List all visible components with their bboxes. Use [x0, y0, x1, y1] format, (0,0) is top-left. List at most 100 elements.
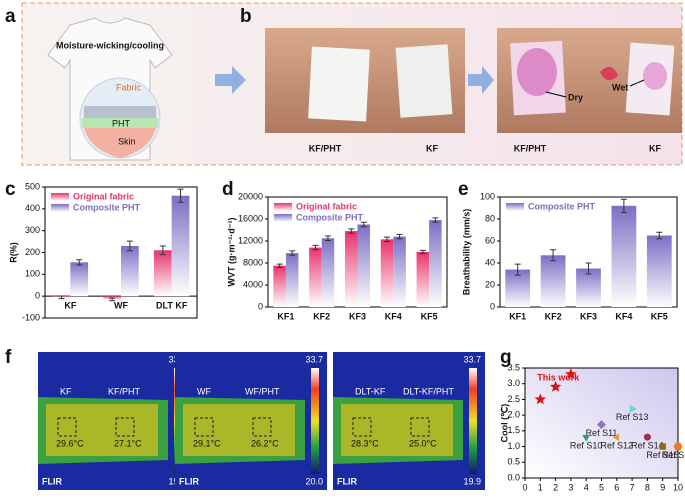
y-tick-label: 20000	[238, 191, 263, 201]
y-axis-label: Cool (℃)	[499, 404, 509, 443]
sample-label: KF/PHT	[108, 386, 141, 396]
plot-frame	[44, 186, 198, 319]
point	[612, 433, 620, 442]
x-tick-label: KF2	[313, 311, 330, 321]
x-tick-label: 7	[630, 482, 635, 492]
y-axis-label: R(%)	[8, 242, 18, 263]
error-bar	[550, 249, 557, 262]
error-bar	[656, 231, 663, 240]
bar	[309, 247, 322, 307]
photo-label: KF/PHT	[309, 143, 342, 153]
x-tick-label: 2	[553, 482, 558, 492]
y-tick-label: -100	[22, 312, 40, 322]
y-axis-label: WVT (g·m⁻²·d⁻¹)	[226, 218, 236, 287]
y-axis-label: Breathability (mm/s)	[461, 209, 471, 296]
point-label: Ref S12	[601, 441, 634, 451]
bar	[540, 255, 566, 307]
point-label: This work	[537, 373, 580, 383]
bar	[611, 205, 637, 307]
error-bar	[109, 297, 116, 302]
bar	[285, 253, 299, 307]
bar	[646, 235, 672, 307]
bar	[344, 231, 358, 307]
x-tick-label: WF	[114, 301, 128, 311]
bar	[357, 224, 371, 307]
pointer	[629, 79, 645, 87]
x-tick-label: KF4	[615, 311, 632, 321]
x-tick-label: 6	[614, 482, 619, 492]
layer-label: Skin	[118, 136, 136, 146]
logo: FLIR	[337, 476, 357, 486]
legend-label: Original fabric	[296, 201, 357, 211]
temperature: 29.1°C	[193, 438, 221, 448]
point	[582, 434, 591, 442]
legend-swatch	[51, 204, 69, 212]
patch	[308, 46, 370, 122]
layer-label: Fabric	[116, 82, 142, 92]
error-bar	[419, 249, 426, 255]
y-tick-label: 3.5	[507, 362, 520, 372]
pointer	[545, 91, 567, 98]
legend-label: Composite PHT	[73, 202, 141, 212]
bar	[429, 220, 442, 307]
error-bar	[585, 262, 592, 275]
bar	[171, 195, 190, 297]
y-tick-label: 80	[485, 213, 495, 223]
x-tick-label: KF	[64, 301, 76, 311]
point-label: Ref S16	[662, 450, 685, 460]
sample-label: WF	[197, 386, 211, 396]
point	[534, 393, 547, 405]
temperature: 27.1°C	[114, 438, 142, 448]
legend-label: Original fabric	[73, 191, 134, 201]
point	[643, 433, 651, 441]
error-bar	[76, 259, 83, 266]
sample-label: DLT-KF/PHT	[403, 386, 454, 396]
scale-max: 33.7	[463, 354, 481, 364]
legend-swatch	[51, 193, 69, 201]
photo-label: KF	[426, 143, 438, 153]
legend-swatch	[506, 203, 524, 211]
x-tick-label: DLT KF	[156, 301, 188, 311]
x-tick-label: 9	[660, 482, 665, 492]
panel-label: d	[222, 179, 234, 200]
point-label: Ref S15	[646, 450, 679, 460]
caption: Moisture-wicking/cooling	[56, 40, 164, 50]
x-tick-label: 5	[599, 482, 604, 492]
y-tick-label: 0	[258, 301, 263, 311]
y-tick-label: 500	[25, 181, 40, 191]
logo: FLIR	[179, 476, 199, 486]
y-tick-label: 3.0	[507, 378, 520, 388]
scale-min: 20.0	[305, 476, 323, 486]
error-bar	[514, 263, 521, 276]
y-tick-label: 20	[485, 279, 495, 289]
photo-label: KF/PHT	[514, 143, 547, 153]
legend-swatch	[274, 203, 292, 211]
legend-label: Composite PHT	[528, 201, 596, 211]
error-bar	[432, 217, 439, 223]
temperature: 26.2°C	[251, 438, 279, 448]
x-tick-label: KF4	[385, 311, 402, 321]
scale-min: 19.9	[463, 476, 481, 486]
error-bar	[312, 244, 319, 251]
y-tick-label: 60	[485, 235, 495, 245]
error-bar	[159, 245, 166, 256]
error-bar	[58, 295, 65, 300]
bar	[380, 239, 394, 307]
x-tick-label: KF3	[349, 311, 366, 321]
wet-label: Wet	[612, 82, 628, 92]
bar	[70, 262, 89, 297]
point	[659, 443, 666, 450]
x-tick-label: 10	[673, 482, 683, 492]
y-tick-label: 0	[490, 301, 495, 311]
y-tick-label: 16000	[238, 213, 263, 223]
roi	[115, 417, 135, 437]
bar	[416, 252, 430, 307]
bar	[121, 245, 139, 297]
error-bar	[360, 221, 367, 228]
legend-label: Composite PHT	[296, 212, 364, 222]
bar	[321, 238, 335, 307]
error-bar	[276, 263, 283, 268]
point	[549, 380, 562, 392]
error-bar	[396, 233, 403, 240]
